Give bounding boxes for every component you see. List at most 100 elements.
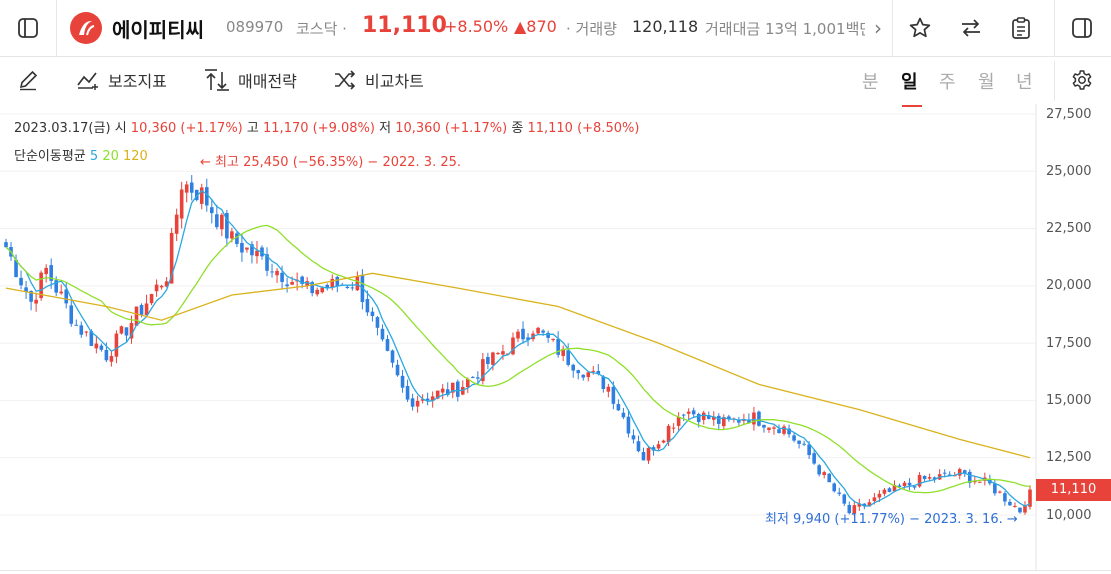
candle-body [164, 281, 169, 287]
stock-name[interactable]: 에이피티씨 [112, 18, 204, 42]
candle-body [395, 364, 400, 376]
candle-body [390, 350, 395, 363]
candle-body [651, 447, 656, 451]
clipboard-icon[interactable] [1007, 14, 1035, 42]
candle-body [902, 482, 907, 486]
high-annotation: ← 최고 25,450 (−56.35%) − 2022. 3. 25. [200, 155, 462, 170]
candle-body [621, 412, 626, 418]
market-label: 코스닥 · [296, 20, 347, 38]
candle-body [907, 482, 912, 486]
candle-body [872, 497, 877, 502]
sort-arrows-icon [205, 69, 229, 91]
candle-body [526, 337, 530, 340]
candle-body [174, 214, 179, 234]
candle-body [551, 338, 555, 341]
y-tick-label: 10,000 [1046, 508, 1092, 523]
high-label: 고 [246, 121, 259, 136]
candle-body [912, 486, 917, 488]
more-chevron-icon[interactable]: › [874, 16, 882, 40]
period-year[interactable]: 년 [1016, 72, 1033, 93]
open-label: 시 [114, 121, 127, 136]
candle-body [797, 440, 801, 444]
candle-body [189, 182, 194, 193]
candle-body [139, 304, 144, 315]
candle-body [265, 254, 269, 271]
change-amount: ▲870 [514, 17, 557, 36]
swap-arrows-icon[interactable] [957, 14, 985, 42]
volume-value: 120,118 [632, 17, 699, 36]
candle-body [245, 247, 249, 250]
candle-body [496, 353, 500, 355]
volume-label: · 거래량 [566, 20, 617, 38]
candle-body [972, 481, 977, 483]
period-month[interactable]: 월 [978, 72, 995, 93]
candle-body [616, 404, 621, 411]
ma20-legend: 20 [102, 149, 119, 164]
candle-body [942, 472, 947, 474]
candle-body [445, 389, 450, 395]
candle-body [215, 214, 219, 228]
candle-body [330, 278, 335, 288]
candle-body [415, 400, 420, 407]
candle-body [666, 425, 671, 443]
divider [0, 570, 1111, 571]
candle-body [787, 428, 791, 435]
candle-body [285, 284, 289, 287]
candle-body [34, 299, 38, 304]
candle-body [315, 289, 320, 295]
candle-body [124, 327, 129, 336]
candle-body [1003, 493, 1007, 502]
candle-body [430, 396, 435, 401]
candle-body [59, 291, 64, 294]
candle-body [887, 488, 892, 492]
period-week[interactable]: 주 [939, 72, 956, 93]
candle-body [636, 441, 641, 452]
candle-body [576, 370, 581, 374]
candle-body [681, 414, 686, 416]
pencil-icon[interactable] [14, 66, 42, 94]
period-day[interactable]: 일 [901, 72, 918, 93]
candle-body [897, 485, 902, 487]
candle-body [812, 453, 816, 464]
candle-body [641, 451, 646, 461]
sidebar-toggle-icon[interactable] [14, 14, 42, 42]
candle-body [917, 475, 922, 487]
candle-body [832, 483, 837, 492]
strategy-button[interactable]: 매매전략 [204, 65, 297, 95]
low-annotation: 최저 9,940 (+11.77%) − 2023. 3. 16. → [765, 512, 1018, 527]
candle-body [591, 370, 596, 372]
candle-body [1008, 501, 1012, 506]
last-price-tag: 11,110 [1036, 479, 1111, 501]
candle-body [857, 503, 862, 507]
candle-body [129, 322, 134, 339]
candle-body [79, 325, 84, 335]
period-minute[interactable]: 분 [862, 72, 879, 93]
candle-body [405, 385, 410, 400]
candle-body [270, 271, 274, 273]
candle-body [325, 284, 330, 289]
ohlc-date: 2023.03.17(금) [14, 121, 111, 136]
candle-body [29, 291, 33, 302]
candle-body [350, 287, 355, 289]
ma5-line [5, 189, 1031, 507]
candle-body [922, 475, 927, 480]
ma20-line [5, 224, 1031, 494]
candle-body [49, 265, 53, 281]
candle-body [762, 424, 766, 428]
candle-body [1013, 505, 1017, 507]
candle-body [385, 339, 390, 351]
divider [1054, 0, 1055, 56]
candle-body [867, 502, 872, 507]
candle-body [54, 280, 58, 293]
low-label: 저 [379, 121, 392, 136]
star-icon[interactable] [906, 14, 934, 42]
candle-body [134, 306, 139, 326]
price-chart[interactable] [0, 104, 1111, 570]
close-label: 종 [511, 121, 524, 136]
panel-toggle-icon[interactable] [1068, 14, 1096, 42]
ma-legend[interactable]: 단순이동평균 5 20 120 [14, 145, 148, 164]
settings-gear-icon[interactable] [1068, 66, 1096, 94]
indicator-button[interactable]: 보조지표 [76, 65, 167, 95]
compare-button[interactable]: 비교차트 [333, 65, 424, 95]
candle-body [541, 330, 545, 333]
